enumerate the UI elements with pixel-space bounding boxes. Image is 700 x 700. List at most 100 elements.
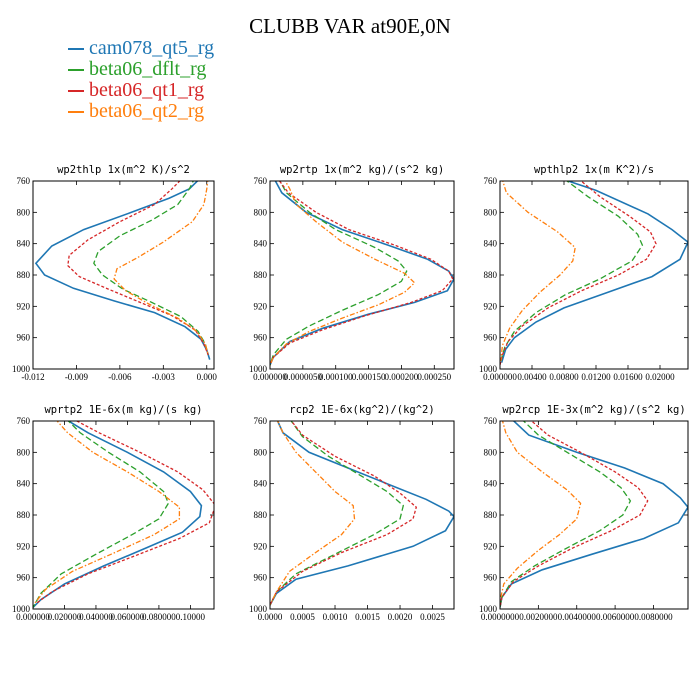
figure-title: CLUBB VAR at90E,0N	[249, 14, 451, 38]
legend-item: beta06_dflt_rg	[68, 58, 214, 80]
series-line-beta06_dflt_rg	[500, 181, 644, 362]
series-line-beta06_qt2_rg	[500, 181, 576, 362]
y-tick-label: 960	[254, 333, 268, 343]
y-tick-label: 760	[484, 416, 498, 426]
panel-title: wprtp2 1E-6x(m kg)/(s kg)	[44, 404, 202, 416]
x-tick-label: -0.012	[21, 372, 44, 382]
x-tick-label: 0.0025	[420, 612, 445, 622]
series-line-beta06_dflt_rg	[500, 421, 632, 608]
y-tick-label: 880	[484, 510, 498, 520]
series-line-cam078_qt5_rg	[34, 181, 211, 360]
legend-item: cam078_qt5_rg	[68, 37, 214, 59]
x-tick-label: 0.060000	[111, 612, 145, 622]
panel-title: rcp2 1E-6x(kg^2)/(kg^2)	[289, 404, 434, 416]
y-tick-label: 840	[254, 479, 268, 489]
panel-3: wpthlp2 1x(m K^2)/s 760 800 840 880 920 960 100…	[479, 164, 689, 382]
y-tick-label: 880	[484, 270, 498, 280]
x-tick-label: 0.00800	[549, 372, 579, 382]
series-line-cam078_qt5_rg	[270, 421, 454, 606]
y-tick-label: 920	[17, 541, 31, 551]
x-tick-label: 0.10000	[176, 612, 206, 622]
panel-6: wp2rcp 1E-3x(m^2 kg)/(s^2 kg) 760 800 840 88…	[479, 404, 689, 622]
y-tick-label: 920	[254, 541, 268, 551]
y-tick-label: 1000	[249, 364, 268, 374]
panel-title: wp2rtp 1x(m^2 kg)/(s^2 kg)	[280, 164, 444, 176]
plot-frame	[499, 420, 689, 610]
y-tick-label: 760	[17, 416, 31, 426]
legend-swatch	[68, 110, 84, 113]
plot-frame	[269, 420, 455, 610]
x-tick-label: 0.000250	[417, 372, 451, 382]
y-tick-label: 920	[484, 301, 498, 311]
y-tick-label: 960	[17, 573, 31, 583]
legend-item: beta06_qt2_rg	[68, 100, 214, 122]
y-tick-label: 960	[254, 573, 268, 583]
x-tick-label: 0.0000050	[284, 372, 323, 382]
y-tick-label: 920	[254, 301, 268, 311]
series-line-beta06_dflt_rg	[270, 181, 408, 366]
y-tick-label: 840	[17, 479, 31, 489]
x-tick-label: 0.0080000	[634, 612, 673, 622]
x-tick-label: 0.0020000	[519, 612, 558, 622]
y-tick-label: 920	[17, 301, 31, 311]
x-tick-label: 0.0000	[258, 612, 283, 622]
series-line-beta06_qt1_rg	[270, 421, 418, 606]
series-line-beta06_qt2_rg	[34, 421, 181, 604]
y-tick-label: 760	[17, 176, 31, 186]
x-tick-label: 0.000	[197, 372, 218, 382]
series-line-beta06_dflt_rg	[93, 181, 209, 356]
series-line-beta06_dflt_rg	[33, 421, 170, 608]
legend: cam078_qt5_rg beta06_dflt_rg beta06_qt1_…	[68, 37, 214, 122]
x-tick-label: 0.000150	[352, 372, 386, 382]
legend-swatch	[68, 47, 84, 50]
y-tick-label: 800	[484, 447, 498, 457]
x-tick-label: 0.00400	[517, 372, 547, 382]
y-tick-label: 880	[17, 270, 31, 280]
x-tick-label: 0.01600	[613, 372, 643, 382]
y-tick-label: 760	[484, 176, 498, 186]
series-line-beta06_qt1_rg	[270, 181, 454, 366]
y-tick-label: 920	[484, 541, 498, 551]
x-tick-label: -0.003	[152, 372, 176, 382]
x-tick-label: 0.080000	[142, 612, 176, 622]
y-tick-label: 800	[17, 207, 31, 217]
panel-title: wpthlp2 1x(m K^2)/s	[534, 164, 654, 176]
legend-label: beta06_dflt_rg	[89, 58, 207, 80]
y-tick-label: 760	[254, 416, 268, 426]
x-tick-label: 0.0020	[388, 612, 413, 622]
x-tick-label: 0.000000	[483, 372, 517, 382]
y-tick-label: 840	[254, 239, 268, 249]
x-tick-label: 0.040000	[79, 612, 113, 622]
x-tick-label: 0.020000	[48, 612, 82, 622]
legend-swatch	[68, 89, 84, 92]
series-line-beta06_qt2_rg	[500, 421, 582, 602]
plot-frame	[32, 420, 215, 610]
series-line-beta06_qt2_rg	[270, 181, 416, 366]
x-tick-label: 0.01200	[581, 372, 611, 382]
panel-1: wp2thlp 1x(m^2 K)/s^2 760 800 840 880 920 960 1…	[12, 164, 217, 382]
panel-5: rcp2 1E-6x(kg^2)/(kg^2) 760 800 840 880 920 96…	[249, 404, 455, 622]
plot-frame	[269, 180, 455, 370]
x-tick-label: 0.000000	[16, 612, 50, 622]
y-tick-label: 840	[484, 479, 498, 489]
plot-frame	[32, 180, 215, 370]
y-tick-label: 800	[484, 207, 498, 217]
x-tick-label: 0.0000000	[481, 612, 520, 622]
plot-frame	[499, 180, 689, 370]
series-line-cam078_qt5_rg	[500, 181, 688, 363]
y-tick-label: 1000	[479, 604, 498, 614]
y-tick-label: 880	[254, 510, 268, 520]
series-line-beta06_qt1_rg	[35, 421, 214, 605]
x-tick-label: 0.0040000	[558, 612, 597, 622]
legend-label: beta06_qt1_rg	[89, 79, 205, 101]
x-tick-label: 0.0060000	[596, 612, 635, 622]
y-tick-label: 800	[254, 447, 268, 457]
x-tick-label: 0.0005	[290, 612, 315, 622]
x-tick-label: 0.000200	[385, 372, 419, 382]
panel-title: wp2rcp 1E-3x(m^2 kg)/(s^2 kg)	[502, 404, 685, 416]
series-line-beta06_qt2_rg	[270, 421, 356, 606]
series-line-cam078_qt5_rg	[500, 421, 688, 608]
y-tick-label: 1000	[12, 604, 31, 614]
panel-2: wp2rtp 1x(m^2 kg)/(s^2 kg) 760 800 840 880 92…	[249, 164, 455, 382]
